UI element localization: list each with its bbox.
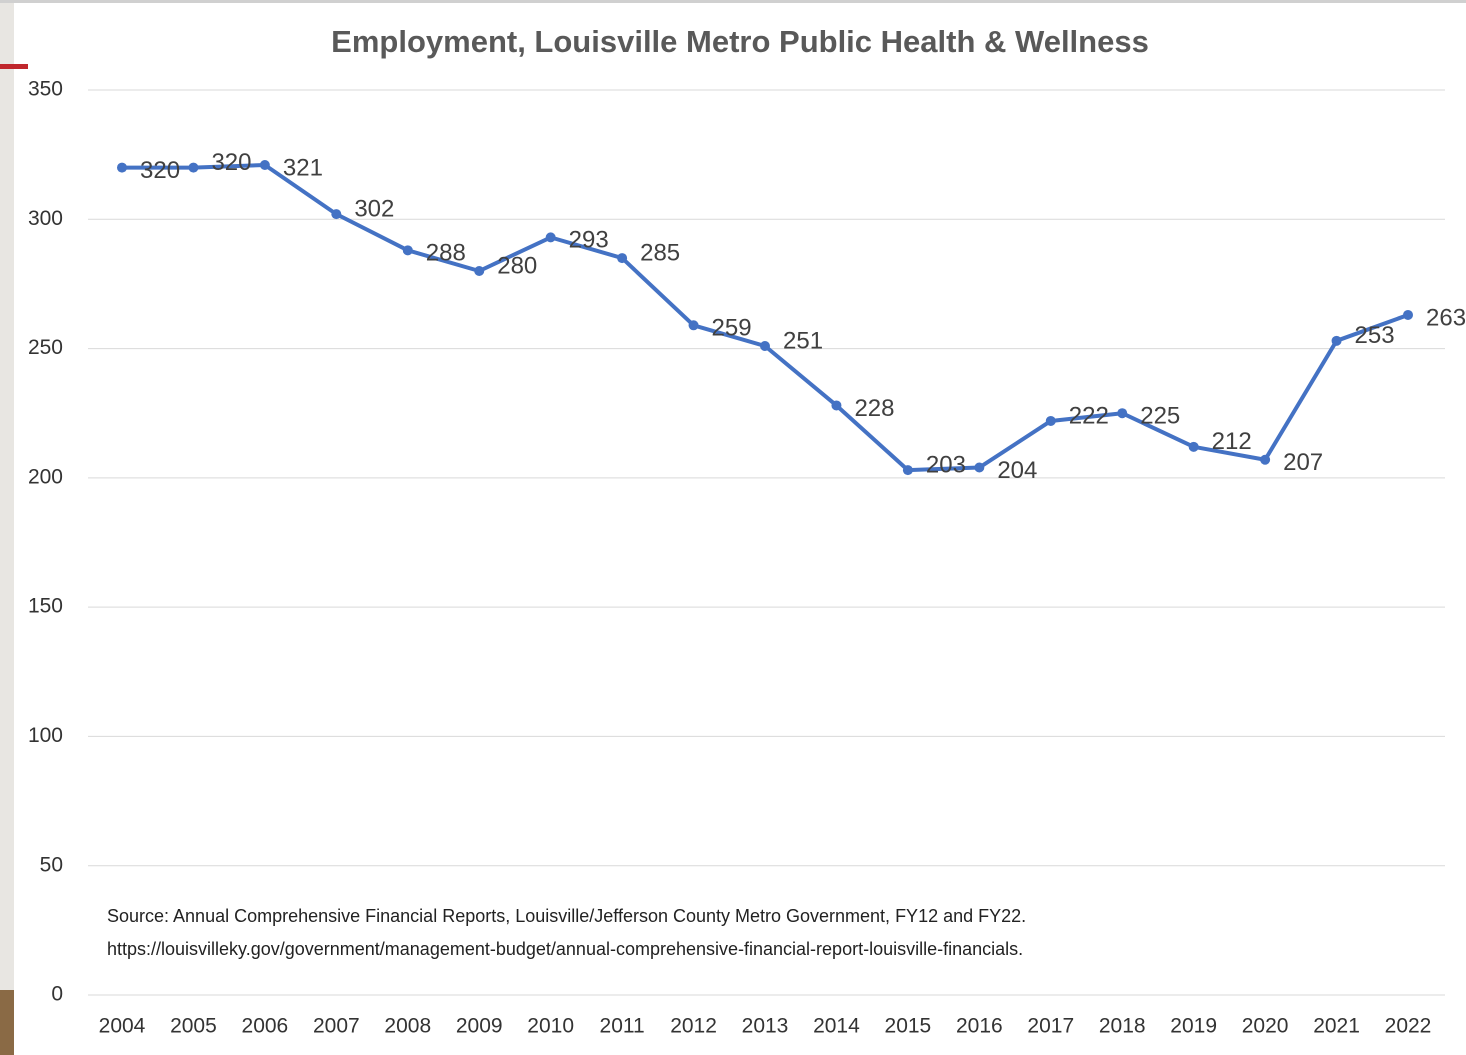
accent-bar bbox=[0, 64, 28, 69]
x-tick-label: 2007 bbox=[313, 1015, 360, 1038]
point bbox=[1045, 415, 1056, 426]
y-tick-label: 150 bbox=[28, 595, 63, 618]
point bbox=[1188, 441, 1199, 452]
top-border bbox=[0, 0, 1466, 3]
y-tick-label: 300 bbox=[28, 207, 63, 230]
point bbox=[1117, 408, 1128, 419]
y-tick-label: 350 bbox=[28, 78, 63, 101]
data-label: 259 bbox=[712, 315, 752, 342]
point bbox=[760, 340, 770, 351]
point bbox=[902, 465, 913, 476]
point bbox=[188, 162, 199, 173]
data-label: 203 bbox=[926, 451, 966, 478]
data-label: 204 bbox=[997, 457, 1037, 484]
data-label: 321 bbox=[283, 154, 323, 181]
x-tick-label: 2011 bbox=[600, 1015, 645, 1038]
data-label: 320 bbox=[140, 157, 180, 184]
x-tick-label: 2022 bbox=[1385, 1015, 1432, 1038]
point bbox=[617, 253, 628, 264]
data-label: 251 bbox=[783, 327, 823, 354]
y-tick-label: 200 bbox=[28, 465, 63, 488]
y-tick-label: 250 bbox=[28, 336, 63, 359]
x-tick-label: 2006 bbox=[242, 1015, 289, 1038]
side-strip bbox=[0, 0, 14, 1055]
point bbox=[402, 245, 413, 256]
data-label: 288 bbox=[426, 240, 466, 267]
point bbox=[545, 232, 556, 243]
x-tick-label: 2014 bbox=[813, 1015, 860, 1038]
annotation: Source: Annual Comprehensive Financial R… bbox=[107, 906, 1026, 926]
x-tick-label: 2015 bbox=[885, 1015, 932, 1038]
point bbox=[117, 162, 127, 173]
data-label: 320 bbox=[211, 149, 251, 176]
x-tick-label: 2020 bbox=[1242, 1015, 1289, 1038]
data-label: 263 bbox=[1426, 304, 1466, 331]
chart-title: Employment, Louisville Metro Public Heal… bbox=[331, 24, 1149, 59]
x-tick-label: 2009 bbox=[456, 1015, 503, 1038]
data-label: 302 bbox=[354, 195, 394, 222]
y-tick-label: 100 bbox=[28, 724, 63, 747]
data-label: 207 bbox=[1283, 449, 1323, 476]
point bbox=[1403, 309, 1413, 320]
x-tick-label: 2017 bbox=[1027, 1015, 1074, 1038]
data-label: 228 bbox=[854, 395, 894, 422]
data-label: 222 bbox=[1069, 402, 1109, 429]
data-label: 212 bbox=[1212, 428, 1252, 455]
y-tick-label: 50 bbox=[40, 853, 63, 876]
x-tick-label: 2019 bbox=[1170, 1015, 1217, 1038]
data-label: 253 bbox=[1355, 322, 1395, 349]
x-tick-label: 2005 bbox=[170, 1015, 217, 1038]
point bbox=[1260, 454, 1271, 465]
data-label: 285 bbox=[640, 239, 680, 266]
line bbox=[122, 162, 1409, 473]
x-tick-label: 2012 bbox=[670, 1015, 717, 1038]
y-tick-label: 0 bbox=[51, 983, 63, 1006]
point bbox=[974, 462, 985, 473]
x-tick-label: 2013 bbox=[742, 1015, 789, 1038]
annotation: https://louisvilleky.gov/government/mana… bbox=[107, 939, 1023, 959]
data-label: 225 bbox=[1140, 403, 1180, 430]
point bbox=[259, 159, 270, 170]
x-tick-label: 2018 bbox=[1099, 1015, 1146, 1038]
x-tick-label: 2021 bbox=[1313, 1015, 1360, 1038]
point bbox=[1331, 335, 1342, 346]
point bbox=[831, 400, 842, 411]
x-tick-label: 2010 bbox=[527, 1015, 574, 1038]
x-tick-label: 2004 bbox=[99, 1015, 146, 1038]
data-label: 280 bbox=[497, 252, 537, 279]
point bbox=[331, 209, 342, 220]
x-tick-label: 2016 bbox=[956, 1015, 1003, 1038]
x-tick-label: 2008 bbox=[384, 1015, 431, 1038]
side-image bbox=[0, 990, 14, 1055]
data-label: 293 bbox=[569, 227, 609, 254]
point bbox=[474, 266, 485, 276]
point bbox=[688, 320, 699, 331]
